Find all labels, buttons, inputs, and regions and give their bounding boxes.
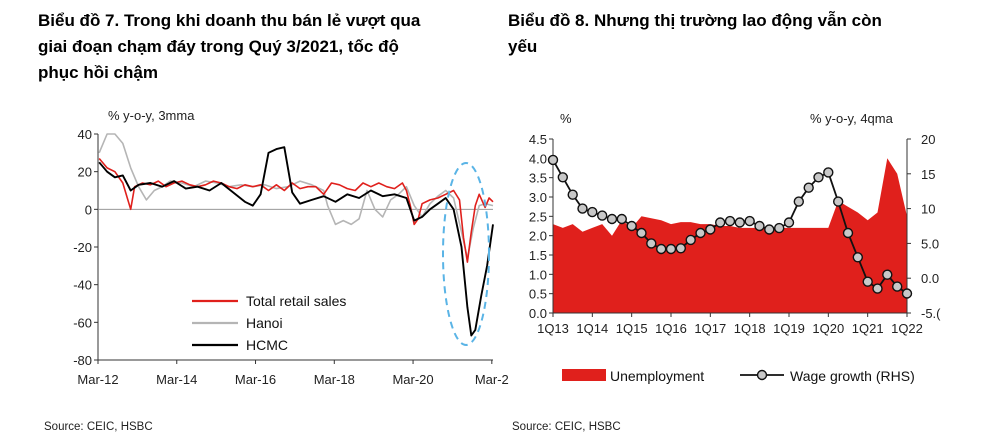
wage-growth-point-36 xyxy=(901,288,913,299)
wage-growth-point-27 xyxy=(813,172,824,183)
wage-growth-point-4 xyxy=(587,206,598,218)
wage-growth-point-3 xyxy=(577,203,588,214)
legend-label-unemployment: Unemployment xyxy=(610,368,704,384)
right-tick-label-3: 5.0 xyxy=(921,236,939,251)
series-line-total-retail-sales xyxy=(98,157,494,263)
x-tick-label-4: 1Q17 xyxy=(694,321,726,336)
y-tick-label-1: 20 xyxy=(78,165,92,180)
chart-8: % % y-o-y, 4qma 4.5 4.0 3.5 3.0 2.5 2.0 1.5 1.0 0.… xyxy=(512,111,941,433)
x-tick-label-8: 1Q21 xyxy=(852,321,884,336)
right-tick-label-1: 15 xyxy=(921,167,935,182)
legend-swatch-unemployment xyxy=(562,369,606,381)
wage-growth-point-30 xyxy=(842,227,854,239)
legend-label-0: Total retail sales xyxy=(246,293,346,309)
series-line-hanoi xyxy=(98,133,494,260)
x-tick-label-9: 1Q22 xyxy=(891,321,923,336)
series-line-hcmc xyxy=(98,146,494,337)
left-unit-label: % xyxy=(560,111,572,126)
wage-growth-point-15 xyxy=(695,227,706,239)
wage-growth-point-28 xyxy=(823,167,834,178)
wage-growth-point-32 xyxy=(862,276,873,287)
x-tick-label-1: Mar-14 xyxy=(156,372,197,387)
right-tick-label-4: 0.0 xyxy=(921,271,939,286)
x-tick-label-5: Mar-2 xyxy=(475,372,509,387)
wage-growth-point-0 xyxy=(547,154,559,166)
wage-growth-point-17 xyxy=(715,217,726,228)
wage-growth-point-6 xyxy=(606,213,618,225)
wage-growth-point-7 xyxy=(616,213,627,225)
chart-8-title: Biểu đồ 8. Nhưng thị trường lao động vẫn… xyxy=(508,11,882,56)
wage-growth-point-5 xyxy=(597,210,608,221)
y-tick-label-4: -40 xyxy=(73,278,92,293)
chart-7: % y-o-y, 3mma 40 20 0 -20 -40 -60 -80 Mar-12 Mar-… xyxy=(44,108,509,433)
wage-growth-point-22 xyxy=(764,224,775,235)
x-tick-label-0: 1Q13 xyxy=(537,321,569,336)
wage-growth-point-12 xyxy=(665,243,677,255)
highlight-ellipse xyxy=(442,162,490,346)
y-tick-label-6: -80 xyxy=(73,353,92,368)
wage-growth-point-14 xyxy=(685,234,696,246)
source-note-left: Source: CEIC, HSBC xyxy=(44,421,153,433)
right-tick-label-0: 20 xyxy=(921,132,935,147)
wage-growth-point-19 xyxy=(734,217,745,228)
wage-growth-point-23 xyxy=(774,222,785,234)
legend-label-wage-growth: Wage growth (RHS) xyxy=(790,368,915,384)
wage-growth-point-1 xyxy=(557,172,568,183)
x-tick-label-0: Mar-12 xyxy=(77,372,118,387)
left-tick-label-9: 0.0 xyxy=(529,306,547,321)
wage-growth-point-31 xyxy=(852,252,863,263)
left-tick-label-5: 2.0 xyxy=(529,229,547,244)
x-tick-label-1: 1Q14 xyxy=(576,321,608,336)
y-tick-label-0: 40 xyxy=(78,127,92,142)
left-tick-label-0: 4.5 xyxy=(529,132,547,147)
left-tick-label-3: 3.0 xyxy=(529,190,547,205)
x-tick-label-4: Mar-20 xyxy=(392,372,433,387)
left-tick-label-8: 0.5 xyxy=(529,287,547,302)
x-tick-label-3: 1Q16 xyxy=(655,321,687,336)
left-tick-label-1: 4.0 xyxy=(529,151,547,166)
left-tick-label-4: 2.5 xyxy=(529,209,547,224)
wage-growth-point-10 xyxy=(646,238,657,249)
wage-growth-point-8 xyxy=(626,220,637,232)
left-tick-label-6: 1.5 xyxy=(529,248,547,263)
wage-growth-point-33 xyxy=(872,283,883,294)
y-tick-label-3: -20 xyxy=(73,240,92,255)
wage-growth-point-26 xyxy=(803,182,814,193)
wage-growth-point-24 xyxy=(783,217,795,228)
left-tick-label-2: 3.5 xyxy=(529,171,547,186)
y-tick-label-2: 0 xyxy=(85,202,92,217)
left-tick-label-7: 1.0 xyxy=(529,267,547,282)
wage-growth-point-20 xyxy=(744,215,755,227)
legend-label-2: HCMC xyxy=(246,337,288,353)
right-tick-label-2: 10 xyxy=(921,202,935,217)
wage-growth-point-11 xyxy=(656,243,667,255)
wage-growth-point-9 xyxy=(636,227,647,239)
wage-growth-point-21 xyxy=(754,220,765,232)
wage-growth-point-35 xyxy=(892,281,903,292)
wage-growth-point-25 xyxy=(793,196,804,207)
wage-growth-point-34 xyxy=(882,269,893,280)
x-tick-label-2: Mar-16 xyxy=(235,372,276,387)
series-area-unemployment xyxy=(553,158,907,313)
wage-growth-point-18 xyxy=(724,215,736,227)
x-tick-label-2: 1Q15 xyxy=(616,321,648,336)
right-tick-label-5: -5.( xyxy=(921,306,941,321)
source-note-right: Source: CEIC, HSBC xyxy=(512,421,621,433)
wage-growth-point-2 xyxy=(567,189,578,200)
x-tick-label-3: Mar-18 xyxy=(314,372,355,387)
right-unit-label: % y-o-y, 4qma xyxy=(810,111,894,126)
wage-growth-point-16 xyxy=(705,224,716,235)
wage-growth-point-29 xyxy=(833,196,844,207)
y-unit-label: % y-o-y, 3mma xyxy=(108,108,195,123)
x-tick-label-7: 1Q20 xyxy=(812,321,844,336)
legend-label-1: Hanoi xyxy=(246,315,283,331)
legend-swatch-wage-marker xyxy=(756,369,768,381)
y-tick-label-5: -60 xyxy=(73,315,92,330)
wage-growth-point-13 xyxy=(675,243,686,254)
x-tick-label-6: 1Q19 xyxy=(773,321,805,336)
chart-7-title: Biểu đồ 7. Trong khi doanh thu bán lẻ vư… xyxy=(38,11,421,82)
x-tick-label-5: 1Q18 xyxy=(734,321,766,336)
